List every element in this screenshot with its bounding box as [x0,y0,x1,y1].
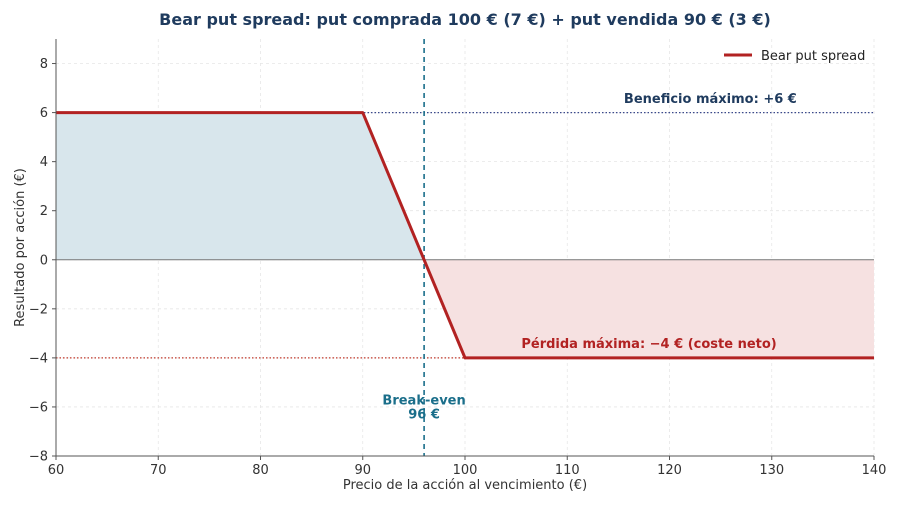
reference-lines [56,39,874,456]
y-tick-label: 6 [40,106,48,121]
x-tick-label: 60 [48,463,65,478]
y-tick-label: −2 [29,302,48,317]
loss-area [424,259,874,358]
legend-label: Bear put spread [761,49,865,64]
fill-areas [56,112,874,358]
x-tick-label: 130 [759,463,784,478]
breakeven-annotation-label: Break-even [382,393,465,408]
x-tick-label: 100 [453,463,478,478]
y-ticks: −8 −6 −4 −2 0 2 4 6 8 [29,57,56,465]
y-tick-label: 4 [40,155,48,170]
profit-area [56,112,425,260]
y-tick-label: 2 [40,204,48,219]
x-tick-label: 140 [862,463,887,478]
y-tick-label: −8 [29,450,48,465]
y-tick-label: 8 [40,57,48,72]
breakeven-annotation-value: 96 € [408,407,440,422]
chart-title: Bear put spread: put comprada 100 € (7 €… [159,10,771,29]
x-tick-label: 90 [354,463,371,478]
max-profit-annotation: Beneficio máximo: +6 € [624,92,797,107]
x-axis-label: Precio de la acción al vencimiento (€) [343,478,587,493]
series [56,111,874,360]
x-tick-label: 110 [555,463,580,478]
payoff-line [56,111,874,360]
max-loss-annotation: Pérdida máxima: −4 € (coste neto) [521,337,776,352]
x-tick-label: 120 [657,463,682,478]
x-tick-label: 80 [252,463,269,478]
x-tick-label: 70 [150,463,167,478]
y-tick-label: −4 [29,351,48,366]
legend: Bear put spread [724,49,865,64]
x-ticks: 60 70 80 90 100 110 120 130 140 [48,456,887,478]
y-axis-label: Resultado por acción (€) [13,168,28,327]
y-tick-label: 0 [40,253,48,268]
y-tick-label: −6 [29,400,48,415]
